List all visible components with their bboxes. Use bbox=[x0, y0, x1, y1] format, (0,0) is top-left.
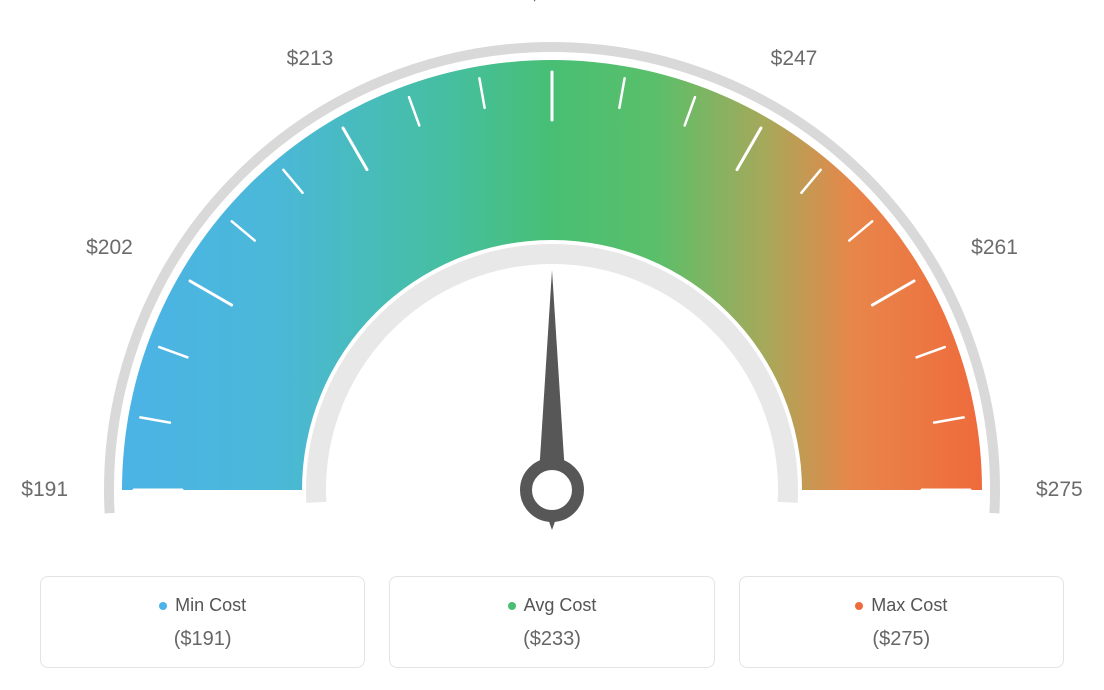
legend-card-min: Min Cost ($191) bbox=[40, 576, 365, 668]
legend-value-min: ($191) bbox=[51, 628, 354, 651]
legend-title-min: Min Cost bbox=[159, 595, 246, 616]
legend-value-avg: ($233) bbox=[400, 628, 703, 651]
gauge-tick-label: $261 bbox=[971, 236, 1018, 260]
legend-card-max: Max Cost ($275) bbox=[739, 576, 1064, 668]
gauge-tick-label: $213 bbox=[287, 47, 334, 71]
legend-title-max: Max Cost bbox=[855, 595, 947, 616]
legend-label: Min Cost bbox=[175, 595, 246, 616]
gauge-svg bbox=[0, 0, 1104, 560]
dot-icon bbox=[855, 602, 863, 610]
gauge-tick-label: $247 bbox=[771, 47, 818, 71]
legend-value-max: ($275) bbox=[750, 628, 1053, 651]
legend-title-avg: Avg Cost bbox=[508, 595, 597, 616]
dot-icon bbox=[508, 602, 516, 610]
gauge-chart: $191 $202 $213 $233 $247 $261 $275 bbox=[0, 0, 1104, 560]
gauge-tick-label: $191 bbox=[21, 478, 68, 502]
legend: Min Cost ($191) Avg Cost ($233) Max Cost… bbox=[40, 576, 1064, 668]
gauge-tick-label: $233 bbox=[529, 0, 576, 6]
gauge-tick-label: $275 bbox=[1036, 478, 1083, 502]
dot-icon bbox=[159, 602, 167, 610]
legend-label: Avg Cost bbox=[524, 595, 597, 616]
legend-label: Max Cost bbox=[871, 595, 947, 616]
gauge-tick-label: $202 bbox=[86, 236, 133, 260]
legend-card-avg: Avg Cost ($233) bbox=[389, 576, 714, 668]
